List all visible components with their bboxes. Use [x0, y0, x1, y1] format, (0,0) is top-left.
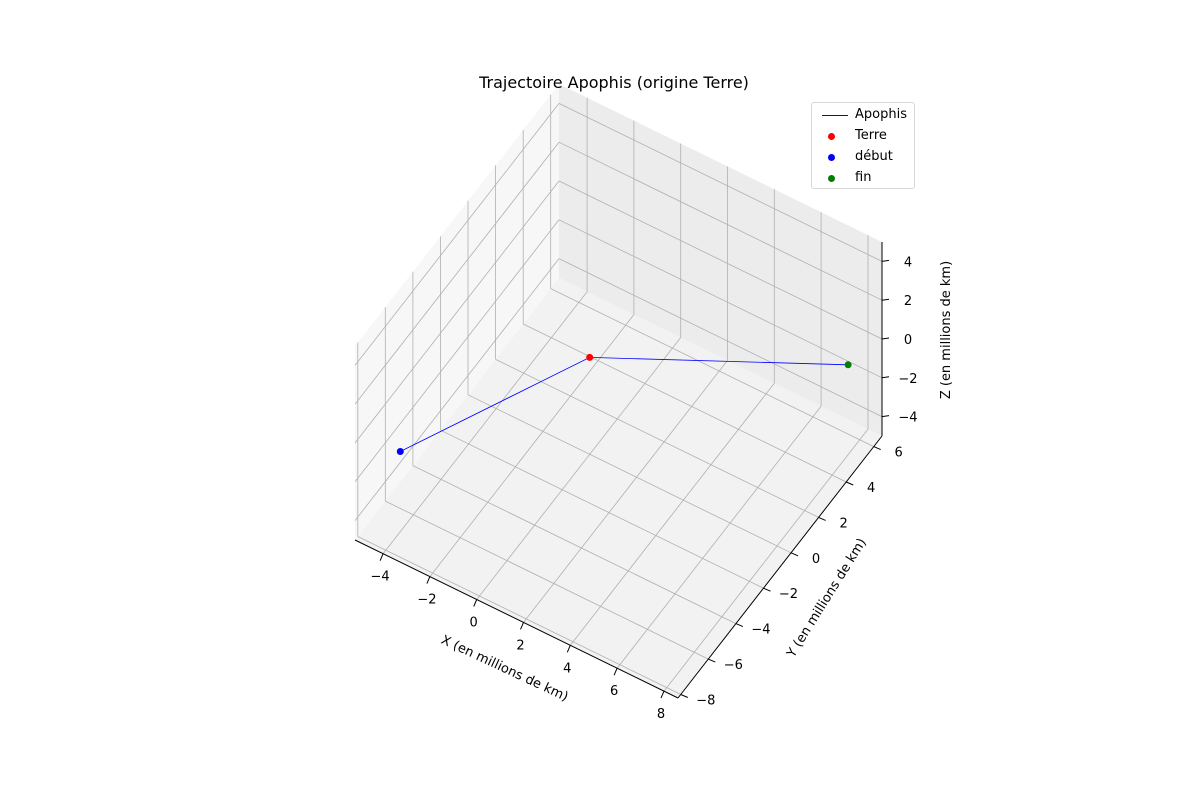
grid-line: [558, 219, 883, 379]
y-tick: [873, 446, 881, 451]
y-tick: [735, 623, 744, 628]
x-tick-label: −2: [417, 593, 436, 608]
legend-item-terre: Terre: [812, 126, 914, 146]
grid-line: [440, 429, 764, 589]
y-tick: [708, 658, 716, 663]
point-debut: [396, 448, 404, 455]
y-axis-line: [677, 435, 883, 699]
x-tick-label: 4: [563, 661, 571, 676]
grid-line: [354, 103, 560, 366]
grid-line: [663, 428, 869, 692]
legend-label: fin: [855, 170, 872, 185]
z-tick-label: 4: [904, 255, 912, 270]
x-tick-label: 2: [516, 638, 524, 653]
point-terre: [586, 353, 594, 361]
z-tick: [881, 337, 890, 340]
z-tick: [881, 259, 890, 262]
z-tick-label: −2: [898, 372, 917, 387]
legend-line-icon: [822, 115, 848, 116]
grid-line: [357, 536, 681, 695]
grid-line: [523, 360, 728, 623]
x-tick: [379, 553, 384, 561]
x-tick-label: 0: [470, 616, 478, 631]
legend-item-fin: fin: [812, 168, 914, 188]
x-tick: [520, 622, 524, 630]
series-layer: [396, 353, 852, 455]
legend-item-apophis: Apophis: [812, 105, 914, 125]
legend-label: début: [855, 149, 893, 164]
grid-line: [550, 288, 874, 447]
z-tick: [881, 415, 890, 418]
floor-pane: [355, 278, 882, 698]
y-tick: [846, 481, 854, 486]
tick-labels: −4 −2 0 2 4 6 8 −8 −6 −4 −2 0 2 4 6 −4 −2 0 2 4: [371, 255, 918, 722]
x-tick: [473, 599, 478, 607]
y-tick-label: −8: [696, 694, 715, 709]
grid-line: [616, 405, 822, 669]
grid-line: [558, 103, 883, 262]
grid-line: [467, 394, 792, 554]
x-axis-line: [354, 539, 679, 699]
legend-item-debut: début: [812, 147, 914, 167]
grid-line: [354, 258, 560, 521]
grid-line: [558, 180, 883, 340]
z-axis-label: Z (en millions de km): [939, 261, 954, 399]
legend-marker-icon: [828, 175, 835, 182]
legend-marker-icon: [828, 154, 835, 161]
grid-line: [495, 359, 819, 518]
tick-marks: [379, 259, 890, 699]
y-tick-label: 6: [895, 446, 903, 461]
z-tick-label: −4: [898, 411, 917, 426]
y-tick-label: −4: [751, 623, 770, 638]
grid-line: [558, 141, 883, 301]
legend-marker-icon: [828, 133, 835, 140]
y-tick: [680, 694, 688, 698]
z-tick-label: 2: [904, 294, 912, 309]
grid-line: [429, 314, 635, 577]
grid-line: [354, 219, 560, 483]
x-tick-label: −4: [371, 570, 390, 585]
y-tick-label: −2: [779, 587, 798, 602]
point-fin: [844, 361, 852, 369]
grid-line: [382, 291, 588, 554]
grid-line: [385, 500, 709, 660]
x-tick: [613, 668, 618, 676]
y-tick-label: 4: [867, 481, 875, 496]
x-axis-label: X (en millions de km): [439, 633, 571, 705]
grid-line: [558, 258, 883, 417]
grid-line: [476, 337, 682, 600]
grid-line: [354, 141, 560, 405]
x-tick: [660, 690, 665, 699]
y-tick: [790, 552, 799, 557]
legend-label: Terre: [855, 128, 887, 143]
y-tick-label: 0: [812, 552, 820, 567]
z-tick: [881, 376, 890, 379]
y-tick: [818, 516, 826, 521]
grid-line: [523, 323, 847, 483]
z-tick: [881, 298, 890, 301]
legend: Apophis Terre début fin: [811, 102, 915, 189]
grid-line: [412, 465, 737, 624]
y-tick: [763, 587, 771, 592]
grid-line: [569, 383, 775, 646]
z-tick-label: 0: [904, 333, 912, 348]
x-tick: [426, 576, 431, 584]
grid-line: [354, 180, 560, 444]
x-tick-label: 8: [657, 707, 665, 722]
grid-lines: [354, 94, 883, 695]
y-tick-label: 2: [839, 516, 847, 531]
chart-title: Trajectoire Apophis (origine Terre): [478, 73, 749, 92]
x-tick: [566, 645, 571, 653]
x-tick-label: 6: [610, 684, 618, 699]
legend-label: Apophis: [855, 107, 907, 122]
y-tick-label: −6: [724, 658, 743, 673]
